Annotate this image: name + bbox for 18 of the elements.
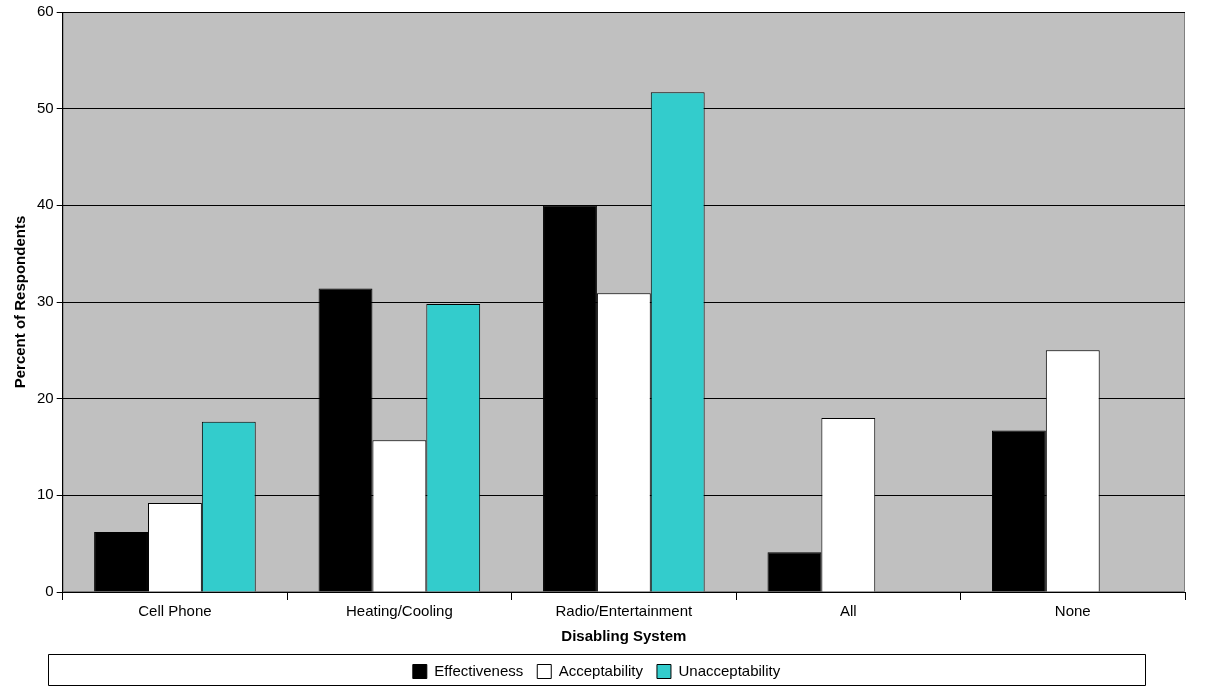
y-tick-label: 30 <box>37 292 54 310</box>
x-axis-title: Disabling System <box>561 627 687 645</box>
x-tick-label: None <box>1054 602 1091 620</box>
y-tick-label: 40 <box>37 195 54 213</box>
bar <box>767 552 822 592</box>
y-axis-title: Percent of Respondents <box>11 215 29 389</box>
y-tick-label: 60 <box>37 2 54 20</box>
y-tick-label: 20 <box>37 388 54 406</box>
x-tick-label: Cell Phone <box>138 602 212 620</box>
x-tick-label: All <box>839 602 857 620</box>
legend-label: Unacceptability <box>678 661 781 679</box>
y-tick-label: 0 <box>45 582 54 600</box>
y-tick-label: 50 <box>37 98 54 116</box>
x-tick-label: Heating/Cooling <box>346 602 453 620</box>
legend-label: Effectiveness <box>434 661 524 679</box>
legend-label: Acceptability <box>558 661 644 679</box>
x-tick-label: Radio/Entertainment <box>555 602 694 620</box>
y-tick-label: 10 <box>37 485 54 503</box>
